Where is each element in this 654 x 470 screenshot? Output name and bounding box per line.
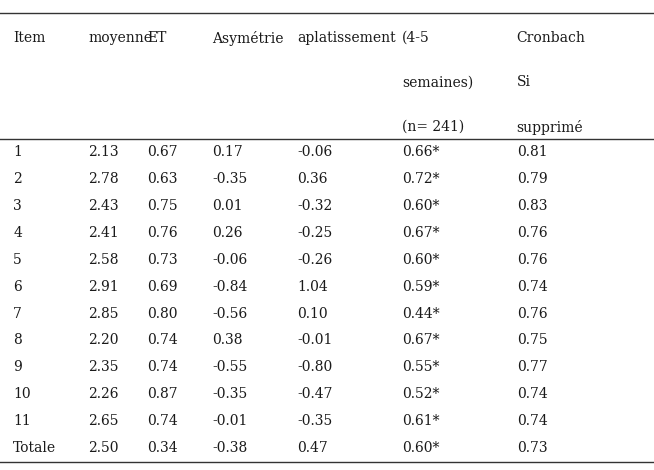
Text: 0.83: 0.83	[517, 199, 547, 213]
Text: 0.38: 0.38	[213, 333, 243, 347]
Text: 8: 8	[13, 333, 22, 347]
Text: -0.32: -0.32	[298, 199, 333, 213]
Text: Totale: Totale	[13, 441, 56, 455]
Text: 4: 4	[13, 226, 22, 240]
Text: 0.67: 0.67	[147, 145, 178, 159]
Text: 3: 3	[13, 199, 22, 213]
Text: 0.73: 0.73	[147, 253, 178, 267]
Text: 2.85: 2.85	[88, 306, 119, 321]
Text: -0.35: -0.35	[213, 172, 248, 186]
Text: 0.87: 0.87	[147, 387, 178, 401]
Text: Si: Si	[517, 75, 530, 89]
Text: 1: 1	[13, 145, 22, 159]
Text: -0.01: -0.01	[298, 333, 333, 347]
Text: 0.60*: 0.60*	[402, 199, 439, 213]
Text: -0.25: -0.25	[298, 226, 333, 240]
Text: -0.06: -0.06	[213, 253, 248, 267]
Text: 6: 6	[13, 280, 22, 294]
Text: (n= 241): (n= 241)	[402, 120, 464, 134]
Text: 2.91: 2.91	[88, 280, 119, 294]
Text: 0.76: 0.76	[147, 226, 178, 240]
Text: 0.10: 0.10	[298, 306, 328, 321]
Text: 2.43: 2.43	[88, 199, 119, 213]
Text: -0.26: -0.26	[298, 253, 333, 267]
Text: 0.76: 0.76	[517, 306, 547, 321]
Text: 0.73: 0.73	[517, 441, 547, 455]
Text: 2.41: 2.41	[88, 226, 119, 240]
Text: 0.69: 0.69	[147, 280, 178, 294]
Text: moyenne: moyenne	[88, 31, 152, 45]
Text: 1.04: 1.04	[298, 280, 328, 294]
Text: 11: 11	[13, 414, 31, 428]
Text: 0.77: 0.77	[517, 360, 547, 375]
Text: 0.75: 0.75	[147, 199, 178, 213]
Text: 0.61*: 0.61*	[402, 414, 439, 428]
Text: -0.56: -0.56	[213, 306, 248, 321]
Text: 0.74: 0.74	[517, 280, 547, 294]
Text: 0.67*: 0.67*	[402, 226, 439, 240]
Text: 0.76: 0.76	[517, 253, 547, 267]
Text: 2.26: 2.26	[88, 387, 119, 401]
Text: 7: 7	[13, 306, 22, 321]
Text: 2.78: 2.78	[88, 172, 119, 186]
Text: 0.59*: 0.59*	[402, 280, 439, 294]
Text: 0.74: 0.74	[147, 414, 178, 428]
Text: 0.72*: 0.72*	[402, 172, 439, 186]
Text: Cronbach: Cronbach	[517, 31, 585, 45]
Text: Asymétrie: Asymétrie	[213, 31, 284, 46]
Text: -0.01: -0.01	[213, 414, 248, 428]
Text: 0.74: 0.74	[517, 387, 547, 401]
Text: 0.74: 0.74	[147, 333, 178, 347]
Text: 0.63: 0.63	[147, 172, 178, 186]
Text: -0.55: -0.55	[213, 360, 248, 375]
Text: supprimé: supprimé	[517, 120, 583, 135]
Text: 9: 9	[13, 360, 22, 375]
Text: 0.74: 0.74	[147, 360, 178, 375]
Text: 0.60*: 0.60*	[402, 441, 439, 455]
Text: 0.34: 0.34	[147, 441, 178, 455]
Text: semaines): semaines)	[402, 75, 473, 89]
Text: 2.65: 2.65	[88, 414, 119, 428]
Text: 0.01: 0.01	[213, 199, 243, 213]
Text: 0.75: 0.75	[517, 333, 547, 347]
Text: 0.74: 0.74	[517, 414, 547, 428]
Text: 2.20: 2.20	[88, 333, 119, 347]
Text: 0.17: 0.17	[213, 145, 243, 159]
Text: -0.06: -0.06	[298, 145, 333, 159]
Text: -0.35: -0.35	[298, 414, 333, 428]
Text: ET: ET	[147, 31, 167, 45]
Text: 0.80: 0.80	[147, 306, 178, 321]
Text: aplatissement: aplatissement	[298, 31, 396, 45]
Text: 2: 2	[13, 172, 22, 186]
Text: 0.66*: 0.66*	[402, 145, 439, 159]
Text: 10: 10	[13, 387, 31, 401]
Text: 2.58: 2.58	[88, 253, 119, 267]
Text: 0.36: 0.36	[298, 172, 328, 186]
Text: 2.13: 2.13	[88, 145, 119, 159]
Text: 0.76: 0.76	[517, 226, 547, 240]
Text: -0.84: -0.84	[213, 280, 248, 294]
Text: -0.38: -0.38	[213, 441, 248, 455]
Text: 0.26: 0.26	[213, 226, 243, 240]
Text: -0.35: -0.35	[213, 387, 248, 401]
Text: 2.50: 2.50	[88, 441, 119, 455]
Text: 0.47: 0.47	[298, 441, 328, 455]
Text: 0.44*: 0.44*	[402, 306, 440, 321]
Text: -0.80: -0.80	[298, 360, 333, 375]
Text: 0.55*: 0.55*	[402, 360, 439, 375]
Text: 5: 5	[13, 253, 22, 267]
Text: 0.60*: 0.60*	[402, 253, 439, 267]
Text: 2.35: 2.35	[88, 360, 119, 375]
Text: 0.52*: 0.52*	[402, 387, 439, 401]
Text: (4-5: (4-5	[402, 31, 430, 45]
Text: 0.79: 0.79	[517, 172, 547, 186]
Text: Item: Item	[13, 31, 46, 45]
Text: 0.67*: 0.67*	[402, 333, 439, 347]
Text: -0.47: -0.47	[298, 387, 333, 401]
Text: 0.81: 0.81	[517, 145, 547, 159]
